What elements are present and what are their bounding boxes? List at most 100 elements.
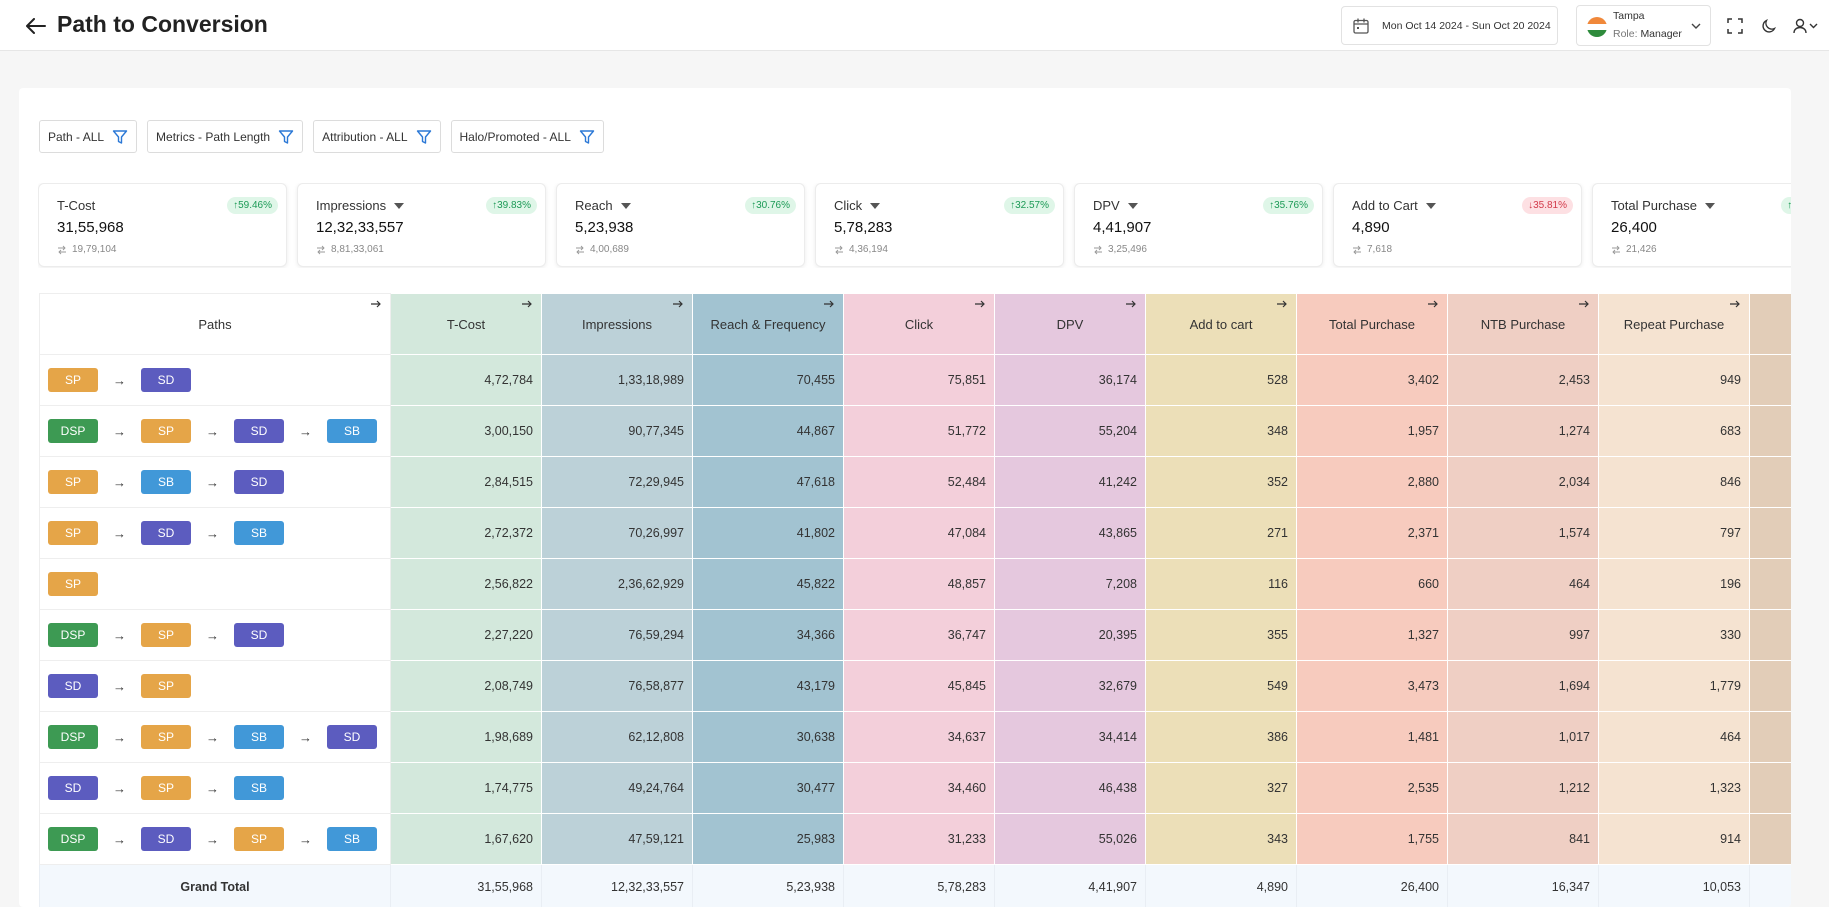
kpi-change-badge: ↓ 35.81%	[1522, 197, 1573, 214]
metric-cell: 1,755	[1296, 813, 1448, 865]
metric-cell: 464	[1598, 711, 1750, 763]
date-range-picker[interactable]: Mon Oct 14 2024 - Sun Oct 20 2024	[1341, 6, 1558, 45]
metric-cell: 76,59,294	[541, 609, 693, 661]
caret-down-icon[interactable]	[620, 202, 631, 209]
metric-cell: 1,98,689	[390, 711, 542, 763]
path-channel-pill: DSP	[48, 623, 98, 647]
grand-total-row: Grand Total 31,55,968 12,32,33,557 5,23,938…	[39, 864, 1791, 907]
column-header[interactable]: Reach & Frequency	[692, 293, 844, 355]
path-sequence: SD → SP → SB	[48, 776, 390, 800]
metric-cell	[1749, 354, 1791, 406]
metric-cell: 1,779	[1598, 660, 1750, 712]
arrow-right-icon[interactable]	[1729, 298, 1741, 310]
table-row: DSP → SD → SP → SB 1,67,620 47,59,121 25,983 31,23…	[39, 813, 1791, 865]
column-header[interactable]	[1749, 293, 1791, 355]
kpi-previous: 4,00,689	[575, 244, 629, 255]
column-header[interactable]: Total Purchase	[1296, 293, 1448, 355]
caret-down-icon[interactable]	[870, 202, 881, 209]
kpi-label[interactable]: Click	[834, 198, 881, 213]
column-header[interactable]: T-Cost	[390, 293, 542, 355]
metric-cell: 841	[1447, 813, 1599, 865]
arrow-right-icon[interactable]	[370, 298, 382, 310]
path-table-container[interactable]: Paths T-Cost Impressions Reach & Frequency C…	[39, 293, 1791, 907]
metric-cell: 464	[1447, 558, 1599, 610]
kpi-card[interactable]: Impressions ↑ 39.83% 12,32,33,557 8,81,33,06…	[297, 183, 546, 267]
kpi-label[interactable]: Impressions	[316, 198, 405, 213]
arrow-right-icon[interactable]	[974, 298, 986, 310]
kpi-label[interactable]: Reach	[575, 198, 631, 213]
path-channel-pill: SB	[234, 776, 284, 800]
kpi-change-badge: ↑ 30.76%	[745, 197, 796, 214]
chevron-down-icon	[1691, 23, 1701, 29]
column-header[interactable]: Repeat Purchase	[1598, 293, 1750, 355]
caret-down-icon[interactable]	[1705, 202, 1715, 209]
arrow-right-icon[interactable]	[1276, 298, 1288, 310]
kpi-card[interactable]: Reach ↑ 30.76% 5,23,938 4,00,689	[556, 183, 805, 267]
column-header[interactable]: Impressions	[541, 293, 693, 355]
filter-funnel-icon	[278, 129, 294, 144]
arrow-right-icon[interactable]	[1125, 298, 1137, 310]
path-channel-pill: SD	[141, 368, 191, 392]
metric-cell: 1,327	[1296, 609, 1448, 661]
arrow-right-icon[interactable]	[1578, 298, 1590, 310]
metric-cell: 2,535	[1296, 762, 1448, 814]
metric-cell: 44,867	[692, 405, 844, 457]
path-cell: DSP → SP → SB → SD	[39, 711, 391, 763]
filter-attribution[interactable]: Attribution - ALL	[313, 120, 441, 153]
user-profile-icon[interactable]	[1792, 16, 1822, 36]
kpi-label[interactable]: Add to Cart	[1352, 198, 1436, 213]
metric-cell: 70,26,997	[541, 507, 693, 559]
arrow-right-icon[interactable]	[672, 298, 684, 310]
metric-cell	[1749, 609, 1791, 661]
filter-halo-promoted[interactable]: Halo/Promoted - ALL	[450, 120, 604, 153]
kpi-value: 12,32,33,557	[316, 219, 404, 236]
kpi-label[interactable]: DPV	[1093, 198, 1138, 213]
kpi-card[interactable]: Add to Cart ↓ 35.81% 4,890 7,618	[1333, 183, 1582, 267]
location-role-selector[interactable]: Tampa Role: Manager	[1576, 5, 1711, 46]
metric-cell: 1,33,18,989	[541, 354, 693, 406]
metric-cell: 348	[1145, 405, 1297, 457]
caret-down-icon[interactable]	[394, 202, 405, 209]
path-cell: SP → SD	[39, 354, 391, 406]
kpi-label[interactable]: Total Purchase	[1611, 198, 1715, 213]
path-channel-pill: SD	[141, 521, 191, 545]
path-arrow: →	[206, 780, 219, 796]
arrow-right-icon[interactable]	[823, 298, 835, 310]
filter-metrics[interactable]: Metrics - Path Length	[147, 120, 304, 153]
metric-cell: 352	[1145, 456, 1297, 508]
table-row: DSP → SP → SD 2,27,220 76,59,294 34,366 36,747 20…	[39, 609, 1791, 661]
caret-down-icon[interactable]	[1425, 202, 1436, 209]
dark-mode-moon-icon[interactable]	[1759, 16, 1779, 36]
metric-cell: 7,208	[994, 558, 1146, 610]
path-arrow: →	[113, 780, 126, 796]
fullscreen-icon[interactable]	[1725, 16, 1745, 36]
metric-cell: 34,460	[843, 762, 995, 814]
back-arrow-icon[interactable]	[22, 12, 50, 40]
metric-cell: 76,58,877	[541, 660, 693, 712]
path-arrow: →	[113, 372, 126, 388]
metric-cell: 1,694	[1447, 660, 1599, 712]
column-header[interactable]: Add to cart	[1145, 293, 1297, 355]
metric-cell: 196	[1598, 558, 1750, 610]
path-arrow: →	[206, 729, 219, 745]
column-header[interactable]: Click	[843, 293, 995, 355]
column-header[interactable]: DPV	[994, 293, 1146, 355]
metric-cell: 47,59,121	[541, 813, 693, 865]
metric-cell: 2,84,515	[390, 456, 542, 508]
kpi-card[interactable]: DPV ↑ 35.76% 4,41,907 3,25,496	[1074, 183, 1323, 267]
column-header[interactable]: NTB Purchase	[1447, 293, 1599, 355]
arrow-right-icon[interactable]	[521, 298, 533, 310]
arrow-right-icon[interactable]	[1427, 298, 1439, 310]
kpi-card[interactable]: T-Cost ↑ 59.46% 31,55,968 19,79,104	[38, 183, 287, 267]
metric-cell: 55,026	[994, 813, 1146, 865]
caret-down-icon[interactable]	[1127, 202, 1138, 209]
metric-cell: 1,274	[1447, 405, 1599, 457]
kpi-card[interactable]: Total Purchase ↑23.22% 26,400 21,426	[1592, 183, 1791, 267]
kpi-card[interactable]: Click ↑ 32.57% 5,78,283 4,36,194	[815, 183, 1064, 267]
metric-cell: 116	[1145, 558, 1297, 610]
filter-path[interactable]: Path - ALL	[39, 120, 138, 153]
metric-cell: 1,481	[1296, 711, 1448, 763]
compare-arrows-icon	[1094, 245, 1102, 254]
path-cell: SP → SD → SB	[39, 507, 391, 559]
location-name: Tampa	[1613, 10, 1645, 22]
